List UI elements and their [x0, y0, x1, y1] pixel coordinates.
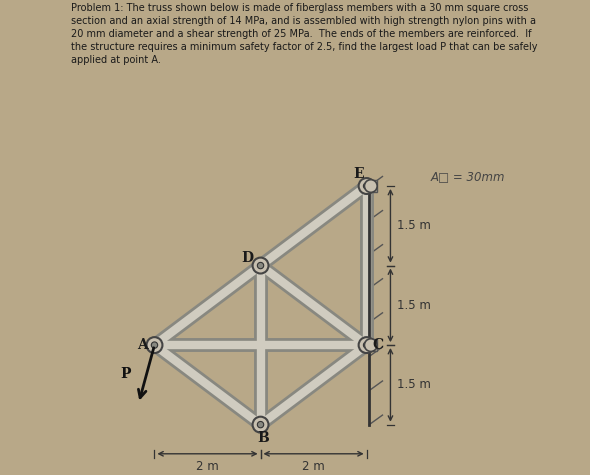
Text: C: C: [373, 338, 384, 352]
Circle shape: [363, 183, 370, 189]
Circle shape: [363, 342, 370, 348]
Text: P: P: [120, 367, 130, 381]
Text: A□ = 30mm: A□ = 30mm: [430, 170, 504, 183]
Circle shape: [365, 180, 377, 192]
Circle shape: [359, 178, 375, 194]
Text: Problem 1: The truss shown below is made of fiberglass members with a 30 mm squa: Problem 1: The truss shown below is made…: [71, 3, 537, 66]
Text: 2 m: 2 m: [302, 460, 325, 473]
Circle shape: [257, 421, 264, 428]
Circle shape: [365, 339, 377, 352]
Circle shape: [151, 342, 158, 348]
Text: E: E: [353, 167, 364, 181]
Text: 1.5 m: 1.5 m: [397, 379, 431, 391]
Circle shape: [253, 417, 268, 433]
FancyBboxPatch shape: [366, 339, 377, 352]
Text: D: D: [241, 251, 253, 265]
Circle shape: [359, 337, 375, 353]
Text: 1.5 m: 1.5 m: [397, 299, 431, 312]
Circle shape: [253, 257, 268, 274]
Circle shape: [257, 262, 264, 269]
FancyBboxPatch shape: [366, 180, 377, 192]
Text: B: B: [257, 431, 269, 445]
Text: 2 m: 2 m: [196, 460, 219, 473]
Text: 1.5 m: 1.5 m: [397, 219, 431, 232]
Circle shape: [146, 337, 162, 353]
Text: A: A: [137, 338, 148, 352]
